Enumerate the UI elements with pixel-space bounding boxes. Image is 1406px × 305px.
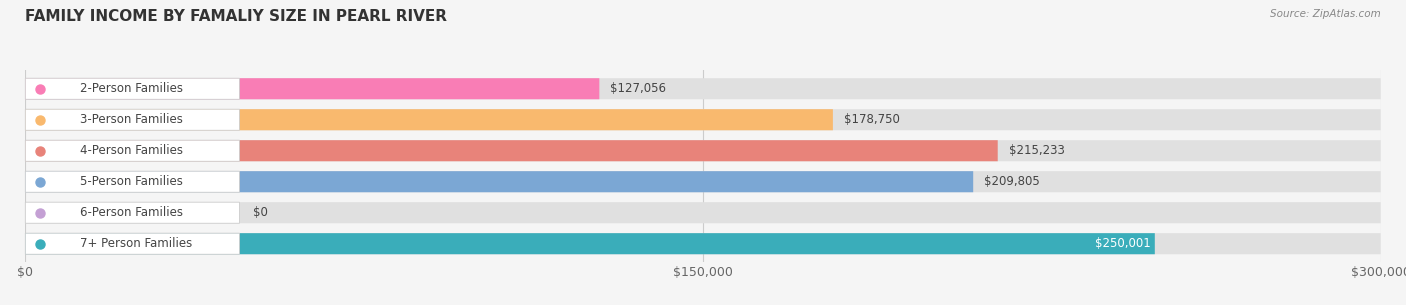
Text: $209,805: $209,805 — [984, 175, 1040, 188]
Text: $0: $0 — [253, 206, 269, 219]
FancyBboxPatch shape — [25, 140, 239, 161]
Text: $215,233: $215,233 — [1008, 144, 1064, 157]
Text: $178,750: $178,750 — [844, 113, 900, 126]
FancyBboxPatch shape — [25, 171, 973, 192]
FancyBboxPatch shape — [25, 78, 239, 99]
FancyBboxPatch shape — [25, 202, 1381, 223]
Text: 4-Person Families: 4-Person Families — [80, 144, 183, 157]
Text: 2-Person Families: 2-Person Families — [80, 82, 183, 95]
FancyBboxPatch shape — [25, 109, 239, 130]
FancyBboxPatch shape — [25, 78, 1381, 99]
FancyBboxPatch shape — [25, 171, 1381, 192]
Text: FAMILY INCOME BY FAMALIY SIZE IN PEARL RIVER: FAMILY INCOME BY FAMALIY SIZE IN PEARL R… — [25, 9, 447, 24]
Text: 5-Person Families: 5-Person Families — [80, 175, 183, 188]
Text: $250,001: $250,001 — [1095, 237, 1150, 250]
FancyBboxPatch shape — [25, 109, 1381, 130]
FancyBboxPatch shape — [25, 233, 1154, 254]
Text: 7+ Person Families: 7+ Person Families — [80, 237, 191, 250]
FancyBboxPatch shape — [25, 78, 599, 99]
Text: 3-Person Families: 3-Person Families — [80, 113, 183, 126]
Text: Source: ZipAtlas.com: Source: ZipAtlas.com — [1270, 9, 1381, 19]
FancyBboxPatch shape — [25, 202, 239, 223]
FancyBboxPatch shape — [25, 233, 1381, 254]
FancyBboxPatch shape — [25, 140, 1381, 161]
Text: 6-Person Families: 6-Person Families — [80, 206, 183, 219]
FancyBboxPatch shape — [25, 171, 239, 192]
FancyBboxPatch shape — [25, 233, 239, 254]
Text: $127,056: $127,056 — [610, 82, 666, 95]
FancyBboxPatch shape — [25, 140, 998, 161]
FancyBboxPatch shape — [25, 109, 832, 130]
